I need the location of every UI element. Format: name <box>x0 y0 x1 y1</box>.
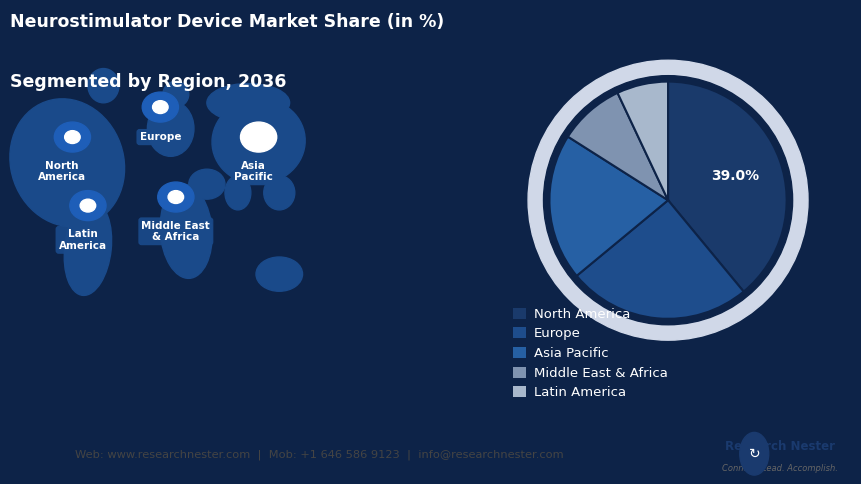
Ellipse shape <box>9 99 125 227</box>
Wedge shape <box>667 82 786 291</box>
Circle shape <box>65 131 80 143</box>
Ellipse shape <box>256 257 302 291</box>
Circle shape <box>80 199 96 212</box>
Circle shape <box>535 67 800 333</box>
Wedge shape <box>576 200 743 319</box>
Text: Europe: Europe <box>139 132 181 142</box>
Text: Neurostimulator Device Market Share (in %): Neurostimulator Device Market Share (in … <box>10 13 444 31</box>
Circle shape <box>142 92 178 122</box>
Text: Asia
Pacific: Asia Pacific <box>233 161 273 182</box>
Circle shape <box>739 432 768 475</box>
Circle shape <box>152 101 168 114</box>
Ellipse shape <box>163 81 189 107</box>
Wedge shape <box>616 82 667 200</box>
Circle shape <box>528 60 807 340</box>
Circle shape <box>168 191 183 203</box>
Ellipse shape <box>189 169 225 199</box>
Circle shape <box>158 182 194 212</box>
Circle shape <box>54 122 90 152</box>
Legend: North America, Europe, Asia Pacific, Middle East & Africa, Latin America: North America, Europe, Asia Pacific, Mid… <box>511 306 668 401</box>
Text: Latin
America: Latin America <box>59 229 107 251</box>
Wedge shape <box>567 93 667 200</box>
Text: Research Nester: Research Nester <box>724 439 834 453</box>
Circle shape <box>251 131 266 143</box>
Ellipse shape <box>160 184 212 278</box>
Circle shape <box>531 64 803 336</box>
Text: Web: www.researchnester.com  |  Mob: +1 646 586 9123  |  info@researchnester.com: Web: www.researchnester.com | Mob: +1 64… <box>75 450 562 460</box>
Ellipse shape <box>207 84 289 122</box>
Text: Middle East
& Africa: Middle East & Africa <box>141 221 210 242</box>
Circle shape <box>70 191 106 221</box>
Text: Segmented by Region, 2036: Segmented by Region, 2036 <box>10 73 287 91</box>
Ellipse shape <box>64 201 112 295</box>
Text: 39.0%: 39.0% <box>710 169 759 183</box>
Ellipse shape <box>147 101 194 156</box>
Circle shape <box>240 122 276 152</box>
Text: North
America: North America <box>38 161 86 182</box>
Circle shape <box>543 76 791 325</box>
Ellipse shape <box>88 69 119 103</box>
Text: Connect. Lead. Accomplish.: Connect. Lead. Accomplish. <box>722 464 837 473</box>
Ellipse shape <box>263 176 294 210</box>
Wedge shape <box>548 136 667 276</box>
Ellipse shape <box>225 176 251 210</box>
Ellipse shape <box>212 99 305 184</box>
Text: ↻: ↻ <box>747 447 759 461</box>
